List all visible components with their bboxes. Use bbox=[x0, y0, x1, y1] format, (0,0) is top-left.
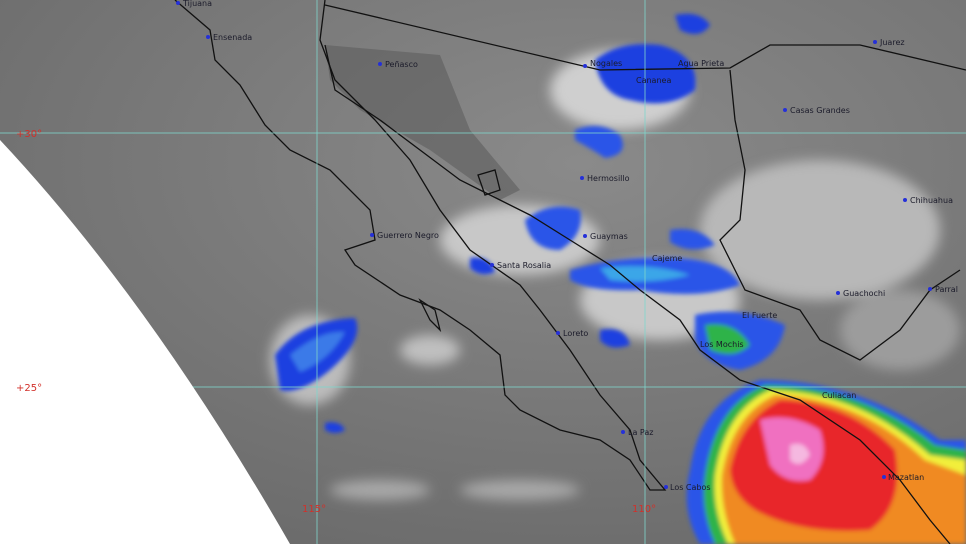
lat-30-label: +30° bbox=[16, 129, 42, 140]
lon-115-label: 115° bbox=[302, 504, 326, 515]
city-guaymas: Guaymas bbox=[590, 232, 628, 241]
city-los-cabos: Los Cabos bbox=[670, 483, 711, 492]
storm-system bbox=[686, 380, 966, 544]
city-chihuahua: Chihuahua bbox=[910, 196, 953, 205]
lon-110-label: 110° bbox=[632, 504, 656, 515]
city-el-fuerte: El Fuerte bbox=[742, 311, 777, 320]
city-la-paz: La Paz bbox=[628, 428, 653, 437]
city-juarez: Juarez bbox=[879, 38, 905, 47]
lat-25-label: +25° bbox=[16, 383, 42, 394]
city-mazatlan: Mazatlan bbox=[888, 473, 924, 482]
city-los-mochis: Los Mochis bbox=[700, 340, 744, 349]
dark-land-region bbox=[325, 45, 520, 200]
convective-cells bbox=[275, 13, 785, 433]
city-markers: Tijuana Ensenada Peñasco Nogales Cananea… bbox=[176, 0, 958, 492]
city-tijuana: Tijuana bbox=[182, 0, 212, 8]
off-earth-area bbox=[0, 140, 290, 544]
city-hermosillo: Hermosillo bbox=[587, 174, 630, 183]
city-ensenada: Ensenada bbox=[213, 33, 252, 42]
city-agua-prieta: Agua Prieta bbox=[678, 59, 724, 68]
city-nogales: Nogales bbox=[590, 59, 622, 68]
city-penasco: Peñasco bbox=[385, 60, 418, 69]
city-guachochi: Guachochi bbox=[843, 289, 885, 298]
city-cajeme: Cajeme bbox=[652, 254, 682, 263]
city-cananea: Cananea bbox=[636, 76, 671, 85]
city-guerrero-negro: Guerrero Negro bbox=[377, 231, 439, 240]
city-santa-rosalia: Santa Rosalia bbox=[497, 261, 551, 270]
city-culiacan: Culiacan bbox=[822, 391, 856, 400]
city-loreto: Loreto bbox=[563, 329, 588, 338]
city-parral: Parral bbox=[935, 285, 958, 294]
city-casas-grandes: Casas Grandes bbox=[790, 106, 850, 115]
